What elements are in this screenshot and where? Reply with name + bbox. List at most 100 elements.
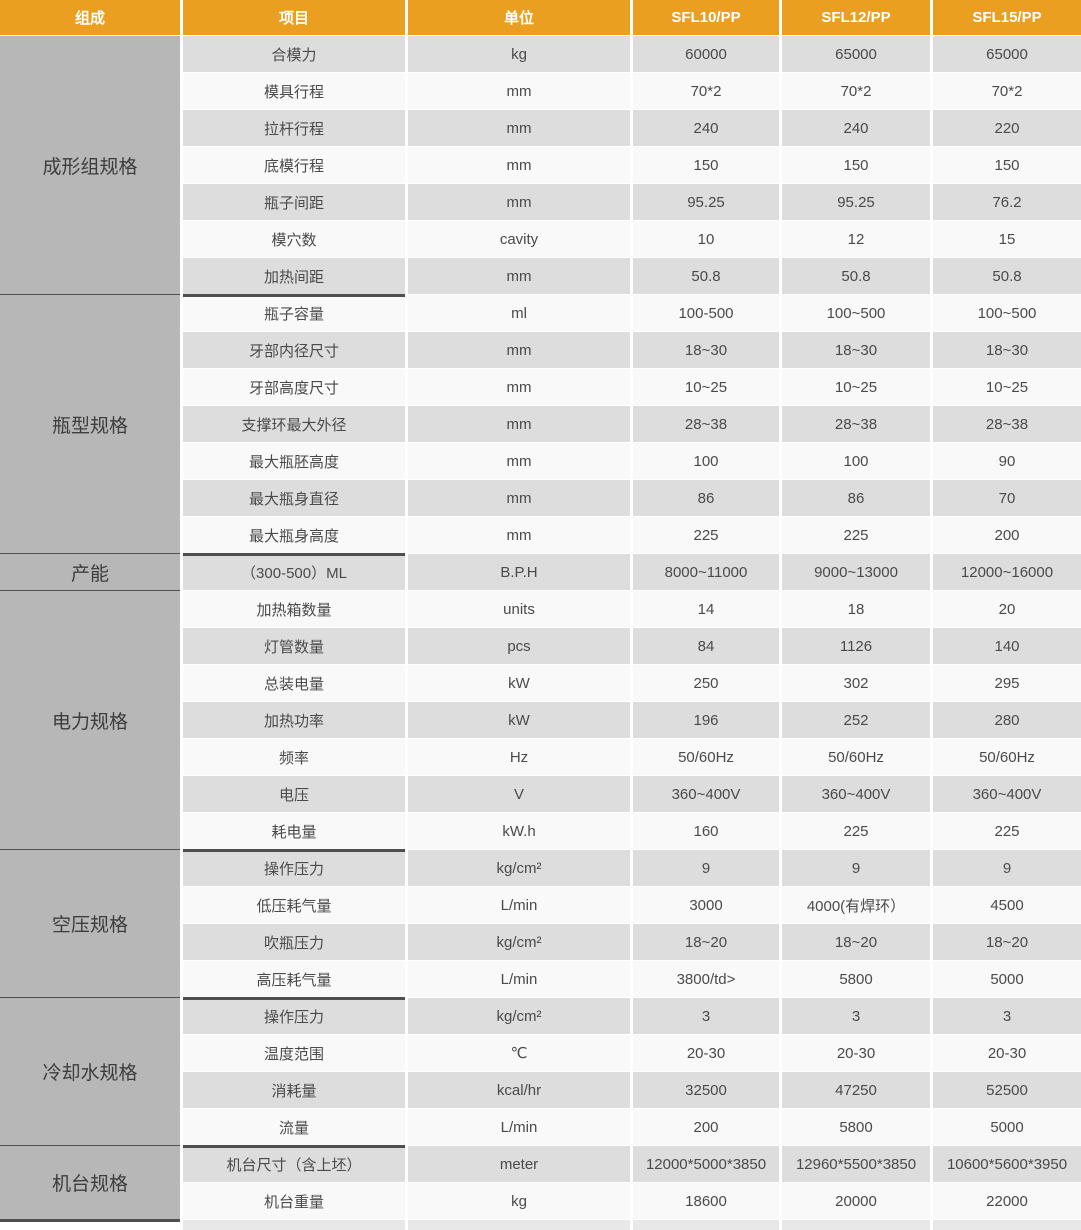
- value-cell: 50/60Hz: [782, 739, 930, 775]
- item-cell: 机台重量: [183, 1183, 405, 1219]
- value-cell: 100~500: [782, 295, 930, 331]
- item-cell: 加热箱数量: [183, 591, 405, 627]
- unit-cell: meter: [408, 1146, 630, 1182]
- unit-cell: mm: [408, 258, 630, 294]
- item-cell: 瓶子容量: [183, 295, 405, 331]
- item-cell: 模具行程: [183, 73, 405, 109]
- value-cell: 3800/td>: [633, 961, 779, 997]
- unit-cell: ℃: [408, 1035, 630, 1071]
- value-cell: 50/60Hz: [633, 739, 779, 775]
- column-header: 单位: [408, 0, 630, 35]
- item-cell: 温度范围: [183, 1035, 405, 1071]
- item-cell: 支撑环最大外径: [183, 406, 405, 442]
- unit-cell: mm: [408, 480, 630, 516]
- unit-cell: units: [408, 591, 630, 627]
- value-cell: 86: [782, 480, 930, 516]
- value-cell: 12960*5500*3850: [782, 1146, 930, 1182]
- value-cell: 252: [782, 702, 930, 738]
- item-cell: 耗电量: [183, 813, 405, 849]
- item-cell: 总装电量: [183, 665, 405, 701]
- value-cell: 95.25: [633, 184, 779, 220]
- item-cell: 模穴数: [183, 221, 405, 257]
- item-cell: 加热间距: [183, 258, 405, 294]
- value-cell: 10~25: [633, 369, 779, 405]
- value-cell: 3: [933, 998, 1081, 1034]
- unit-cell: mm: [408, 406, 630, 442]
- item-cell: 低压耗气量: [183, 887, 405, 923]
- group-cell: 冷却水规格: [0, 998, 180, 1145]
- value-cell: 18600: [633, 1183, 779, 1219]
- value-cell: 10~25: [933, 369, 1081, 405]
- value-cell: 28~38: [633, 406, 779, 442]
- value-cell: 9: [633, 850, 779, 886]
- value-cell: 65000: [933, 36, 1081, 72]
- value-cell: 360~400V: [633, 776, 779, 812]
- item-cell: 最大瓶胚高度: [183, 443, 405, 479]
- item-cell: 消耗量: [183, 1072, 405, 1108]
- item-cell: 底模行程: [183, 147, 405, 183]
- value-cell: 225: [782, 517, 930, 553]
- group-cell: 产能: [0, 554, 180, 590]
- value-cell: 5000: [933, 961, 1081, 997]
- value-cell: 18~30: [933, 332, 1081, 368]
- value-cell: 60000: [633, 36, 779, 72]
- value-cell: 225: [782, 813, 930, 849]
- value-cell: 240: [782, 110, 930, 146]
- value-cell: 360~400V: [782, 776, 930, 812]
- column-header: SFL10/PP: [633, 0, 779, 35]
- group-cell: 空压规格: [0, 850, 180, 997]
- partial-next-row: [0, 1220, 180, 1230]
- unit-cell: mm: [408, 443, 630, 479]
- value-cell: 295: [933, 665, 1081, 701]
- item-cell: 频率: [183, 739, 405, 775]
- value-cell: 225: [933, 813, 1081, 849]
- unit-cell: mm: [408, 517, 630, 553]
- value-cell: 22000: [933, 1183, 1081, 1219]
- value-cell: 100: [633, 443, 779, 479]
- value-cell: 220: [933, 110, 1081, 146]
- value-cell: 360~400V: [933, 776, 1081, 812]
- value-cell: 1126: [782, 628, 930, 664]
- item-cell: 操作压力: [183, 850, 405, 886]
- value-cell: 50.8: [633, 258, 779, 294]
- value-cell: 28~38: [933, 406, 1081, 442]
- value-cell: 70*2: [633, 73, 779, 109]
- value-cell: 9000~13000: [782, 554, 930, 590]
- value-cell: 15: [933, 221, 1081, 257]
- unit-cell: mm: [408, 369, 630, 405]
- value-cell: 280: [933, 702, 1081, 738]
- group-cell: 电力规格: [0, 591, 180, 849]
- unit-cell: kcal/hr: [408, 1072, 630, 1108]
- value-cell: 9: [933, 850, 1081, 886]
- value-cell: 28~38: [782, 406, 930, 442]
- value-cell: 50.8: [933, 258, 1081, 294]
- value-cell: 70*2: [782, 73, 930, 109]
- value-cell: 47250: [782, 1072, 930, 1108]
- item-cell: （300-500）ML: [183, 554, 405, 590]
- value-cell: 86: [633, 480, 779, 516]
- value-cell: 4000(有焊环）: [782, 887, 930, 923]
- value-cell: 5800: [782, 1109, 930, 1145]
- unit-cell: kg/cm²: [408, 850, 630, 886]
- column-header: SFL12/PP: [782, 0, 930, 35]
- unit-cell: kg: [408, 1183, 630, 1219]
- column-header: 组成: [0, 0, 180, 35]
- value-cell: 18: [782, 591, 930, 627]
- value-cell: 70: [933, 480, 1081, 516]
- value-cell: 90: [933, 443, 1081, 479]
- value-cell: 3: [633, 998, 779, 1034]
- item-cell: 机台尺寸（含上坯）: [183, 1146, 405, 1182]
- item-cell: 最大瓶身高度: [183, 517, 405, 553]
- unit-cell: kg: [408, 36, 630, 72]
- partial-next-row: [933, 1220, 1081, 1230]
- partial-next-row: [408, 1220, 630, 1230]
- value-cell: 20-30: [782, 1035, 930, 1071]
- item-cell: 高压耗气量: [183, 961, 405, 997]
- unit-cell: mm: [408, 332, 630, 368]
- value-cell: 9: [782, 850, 930, 886]
- unit-cell: mm: [408, 184, 630, 220]
- value-cell: 12000*5000*3850: [633, 1146, 779, 1182]
- value-cell: 3000: [633, 887, 779, 923]
- value-cell: 20: [933, 591, 1081, 627]
